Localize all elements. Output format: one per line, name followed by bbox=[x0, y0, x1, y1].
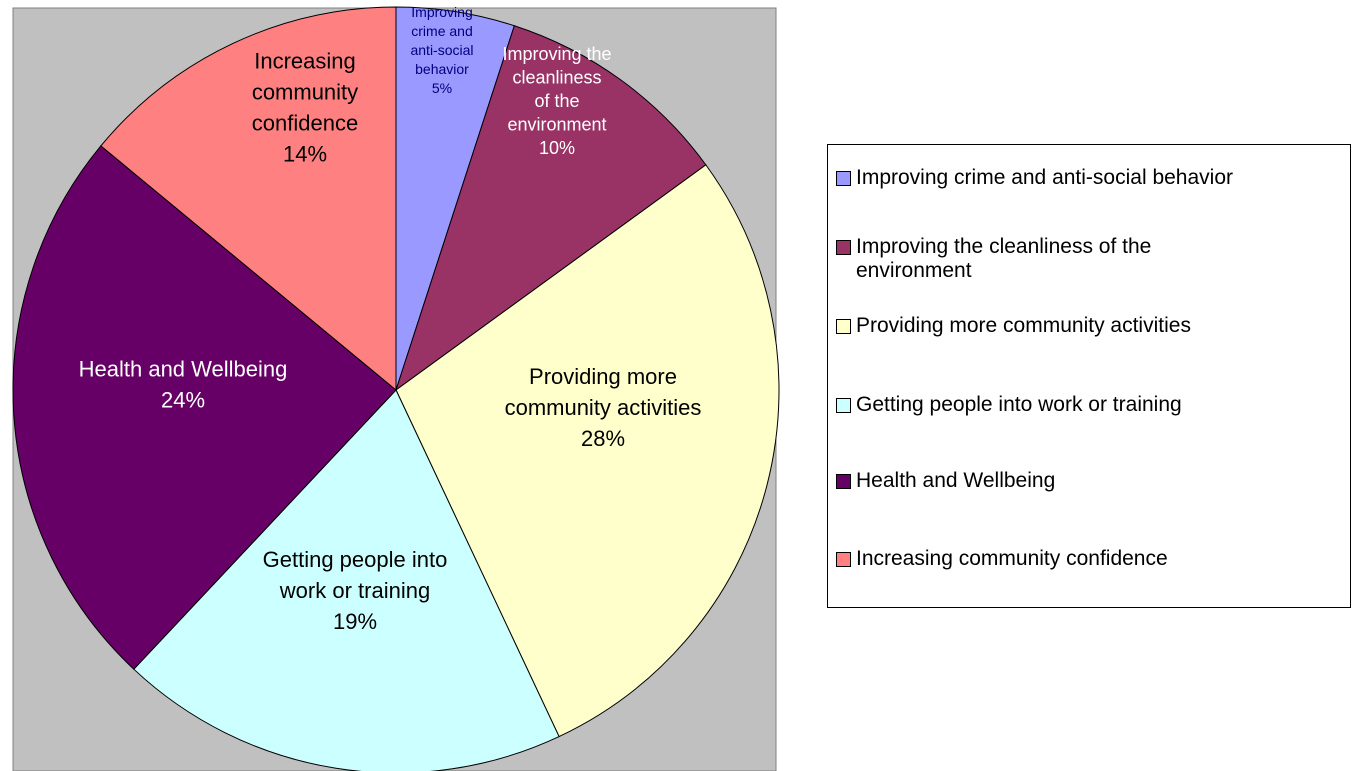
pie-slice-activities bbox=[395, 164, 780, 738]
data-label-line: 19% bbox=[333, 609, 377, 634]
data-label-line: cleanliness bbox=[512, 68, 601, 88]
data-label-line: work or training bbox=[279, 578, 430, 603]
data-label-line: Providing more bbox=[529, 364, 677, 389]
legend-item-crime: Improving crime and anti-social behavior bbox=[836, 166, 1346, 190]
legend-item-health: Health and Wellbeing bbox=[836, 469, 1346, 493]
legend-swatch-confidence bbox=[836, 552, 851, 567]
data-label-line: 28% bbox=[581, 426, 625, 451]
data-label-line: Health and Wellbeing bbox=[79, 357, 288, 382]
data-label-line: environment bbox=[507, 115, 606, 135]
legend-label-cleanliness: Improving the cleanliness of the environ… bbox=[856, 235, 1152, 282]
legend-label-health: Health and Wellbeing bbox=[856, 469, 1056, 492]
legend-swatch-cleanliness bbox=[836, 240, 851, 255]
data-label-line: community activities bbox=[505, 395, 702, 420]
data-label-activities: Providing more community activities 28% bbox=[505, 364, 702, 451]
data-label-line: 24% bbox=[161, 388, 205, 413]
data-label-line: crime and bbox=[411, 23, 472, 39]
data-label-line: anti-social bbox=[410, 42, 473, 58]
data-label-cleanliness: Improving the cleanliness of the environmen… bbox=[502, 44, 611, 158]
data-label-line: community bbox=[252, 80, 358, 105]
legend-item-confidence: Increasing community confidence bbox=[836, 547, 1346, 571]
legend-label-confidence: Increasing community confidence bbox=[856, 547, 1168, 570]
data-label-line: Improving bbox=[411, 4, 472, 20]
data-label-line: 10% bbox=[539, 138, 575, 158]
data-labels: Improving crime and anti-social behavior 5%I… bbox=[79, 4, 702, 634]
data-label-line: Increasing bbox=[254, 49, 356, 74]
legend-swatch-health bbox=[836, 474, 851, 489]
legend-item-cleanliness: Improving the cleanliness of the environ… bbox=[836, 235, 1236, 283]
legend: Improving crime and anti-social behavior… bbox=[827, 144, 1351, 608]
legend-label-crime: Improving crime and anti-social behavior bbox=[856, 166, 1234, 189]
data-label-health: Health and Wellbeing 24% bbox=[79, 357, 288, 413]
data-label-confidence: Increasing community confidence 14% bbox=[252, 49, 358, 167]
pie-slice-cleanliness bbox=[395, 25, 707, 392]
data-label-line: confidence bbox=[252, 111, 358, 136]
slices bbox=[12, 6, 780, 771]
data-label-line: Improving the bbox=[502, 44, 611, 64]
legend-label-work: Getting people into work or training bbox=[856, 393, 1182, 416]
data-label-line: of the bbox=[534, 91, 579, 111]
legend-swatch-work bbox=[836, 398, 851, 413]
data-label-line: behavior bbox=[415, 61, 469, 77]
data-label-work: Getting people into work or training 19% bbox=[263, 547, 448, 634]
pie-slice-health bbox=[12, 145, 397, 670]
pie-slice-work bbox=[133, 389, 560, 771]
legend-swatch-activities bbox=[836, 319, 851, 334]
data-label-line: 5% bbox=[432, 80, 452, 96]
legend-swatch-crime bbox=[836, 171, 851, 186]
legend-label-activities: Providing more community activities bbox=[856, 314, 1191, 337]
legend-item-work: Getting people into work or training bbox=[836, 393, 1346, 417]
legend-item-activities: Providing more community activities bbox=[836, 314, 1346, 338]
data-label-crime: Improving crime and anti-social behavior 5% bbox=[410, 4, 473, 96]
data-label-line: Getting people into bbox=[263, 547, 448, 572]
data-label-line: 14% bbox=[283, 142, 327, 167]
pie-slice-confidence bbox=[100, 6, 397, 392]
